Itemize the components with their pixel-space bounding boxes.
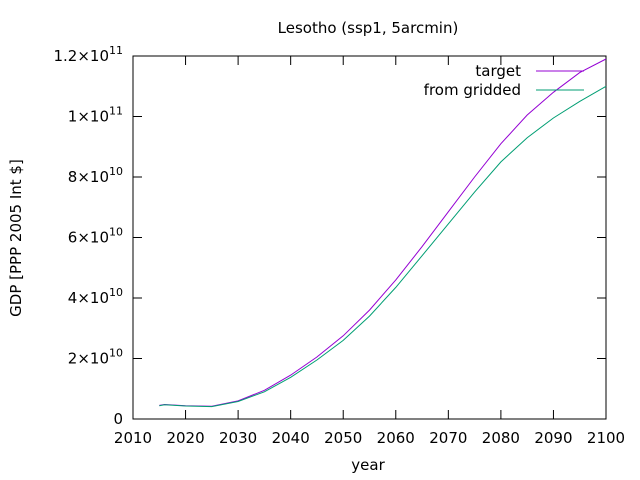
x-tick-label: 2090 — [534, 429, 572, 447]
legend-label: from gridded — [424, 81, 521, 99]
legend-label: target — [475, 62, 521, 80]
chart-title: Lesotho (ssp1, 5arcmin) — [278, 19, 459, 37]
x-tick-label: 2030 — [219, 429, 257, 447]
x-tick-label: 2040 — [272, 429, 310, 447]
x-tick-label: 2010 — [114, 429, 152, 447]
y-tick-label: 0 — [113, 410, 123, 428]
y-tick-label: 6×1010 — [68, 226, 123, 247]
x-tick-label: 2080 — [482, 429, 520, 447]
x-tick-label: 2020 — [166, 429, 204, 447]
x-tick-label: 2070 — [429, 429, 467, 447]
y-tick-label: 1×1011 — [68, 105, 123, 126]
y-tick-label: 4×1010 — [68, 286, 123, 307]
y-tick-label: 8×1010 — [68, 165, 123, 186]
series-line-1 — [159, 85, 607, 408]
x-tick-label: 2100 — [587, 429, 625, 447]
plot-frame — [132, 55, 607, 420]
series-line-0 — [159, 58, 607, 407]
y-axis-label: GDP [PPP 2005 Int $] — [7, 159, 25, 317]
x-axis-label: year — [351, 456, 385, 474]
y-tick-label: 2×1010 — [68, 347, 123, 368]
x-tick-label: 2060 — [377, 429, 415, 447]
x-axis-ticks: 2010 2020 2030 2040 2050 2060 2070 2080 2090 2100 — [114, 56, 625, 447]
y-tick-label: 1.2×1011 — [53, 44, 123, 65]
series-lines — [159, 58, 607, 408]
y-axis-ticks: 0 2×1010 4×1010 6×1010 8×1010 1×1011 1.2×1011 — [53, 44, 606, 428]
x-tick-label: 2050 — [324, 429, 362, 447]
